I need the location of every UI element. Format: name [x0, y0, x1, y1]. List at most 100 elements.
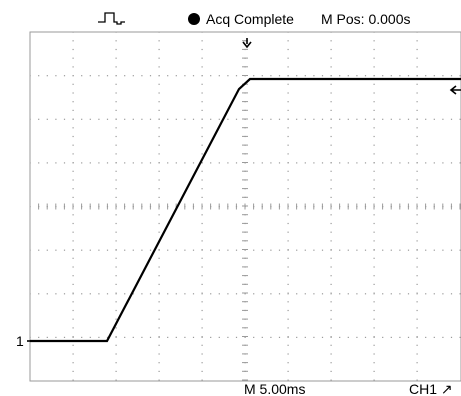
grid-dot: [141, 118, 143, 120]
grid-dot: [72, 370, 74, 372]
grid-dot: [124, 293, 126, 295]
grid-dot: [72, 257, 74, 259]
grid-dot: [253, 162, 255, 164]
grid-dot: [416, 353, 418, 355]
grid-dot: [106, 336, 109, 338]
grid-dot: [373, 318, 375, 320]
grid-dot: [55, 75, 57, 77]
grid-dot: [373, 240, 375, 242]
grid-dot: [235, 162, 238, 164]
grid-dot: [72, 266, 74, 268]
grid-dot: [72, 336, 74, 338]
grid-dot: [38, 336, 40, 338]
grid-dot: [72, 275, 74, 277]
grid-dot: [158, 231, 160, 233]
grid-dot: [321, 162, 324, 164]
grid-dot: [201, 231, 203, 233]
grid-dot: [399, 336, 401, 338]
grid-dot: [115, 179, 117, 181]
grid-dot: [433, 336, 435, 338]
grid-dot: [373, 353, 375, 355]
grid-dot: [330, 214, 332, 216]
grid-dot: [115, 336, 117, 338]
grid-dot: [63, 249, 66, 251]
grid-dot: [287, 249, 289, 251]
grid-dot: [330, 188, 332, 190]
grid-dot: [364, 249, 367, 251]
grid-dot: [287, 101, 289, 103]
grid-dot: [364, 293, 367, 295]
grid-dot: [38, 293, 40, 295]
grid-dot: [373, 362, 375, 364]
grid-dot: [330, 57, 332, 59]
grid-dot: [158, 293, 160, 295]
grid-dot: [72, 249, 74, 251]
grid-dot: [270, 293, 272, 295]
grid-dot: [63, 75, 66, 77]
grid-dot: [201, 266, 203, 268]
grid-dot: [201, 153, 203, 155]
grid-dot: [115, 283, 117, 285]
grid-dot: [210, 162, 212, 164]
grid-dot: [450, 118, 453, 120]
grid-dot: [29, 249, 31, 251]
grid-dot: [46, 75, 48, 77]
grid-dot: [72, 353, 74, 355]
grid-dot: [115, 222, 117, 225]
grid-dot: [158, 275, 160, 277]
grid-dot: [175, 162, 177, 164]
grid-dot: [106, 249, 109, 251]
grid-dot: [330, 48, 332, 51]
grid-dot: [115, 240, 117, 242]
grid-dot: [29, 162, 31, 164]
grid-dot: [115, 162, 117, 164]
grid-dot: [278, 293, 281, 295]
grid-dot: [158, 327, 160, 329]
grid-dot: [158, 109, 160, 111]
grid-dot: [158, 318, 160, 320]
grid-dot: [124, 118, 126, 120]
grid-dot: [287, 109, 289, 111]
grid-dot: [29, 293, 31, 295]
grid-dot: [175, 75, 177, 77]
grid-dot: [287, 318, 289, 320]
grid-dot: [339, 249, 341, 251]
grid-dot: [330, 275, 332, 277]
grid-dot: [364, 162, 367, 164]
grid-dot: [442, 249, 444, 251]
grid-dot: [46, 249, 48, 251]
grid-dot: [373, 257, 375, 259]
grid-dot: [201, 144, 203, 146]
grid-dot: [339, 336, 341, 338]
grid-dot: [201, 292, 203, 294]
grid-dot: [416, 257, 418, 259]
grid-dot: [330, 292, 332, 294]
grid-dot: [201, 92, 203, 94]
grid-dot: [373, 170, 375, 172]
grid-dot: [330, 127, 332, 129]
grid-dot: [261, 336, 263, 338]
grid-dot: [63, 162, 66, 164]
grid-dot: [416, 293, 418, 295]
grid-dot: [425, 293, 427, 295]
grid-dot: [115, 31, 117, 33]
grid-dot: [201, 257, 203, 259]
grid-dot: [235, 293, 238, 295]
grid-dot: [330, 249, 332, 251]
grid-dot: [373, 293, 375, 295]
grid-dot: [192, 249, 195, 251]
grid-dot: [330, 75, 332, 77]
grid-dot: [364, 118, 367, 120]
grid-dot: [253, 118, 255, 120]
grid-dot: [330, 240, 332, 242]
grid-dot: [149, 162, 152, 164]
grid-dot: [106, 293, 109, 295]
grid-dot: [347, 162, 349, 164]
grid-dot: [158, 196, 160, 198]
grid-dot: [201, 162, 203, 164]
grid-dot: [201, 127, 203, 129]
grid-dot: [373, 153, 375, 155]
grid-dot: [115, 153, 117, 155]
grid-dot: [29, 75, 31, 77]
grid-dot: [313, 75, 315, 77]
